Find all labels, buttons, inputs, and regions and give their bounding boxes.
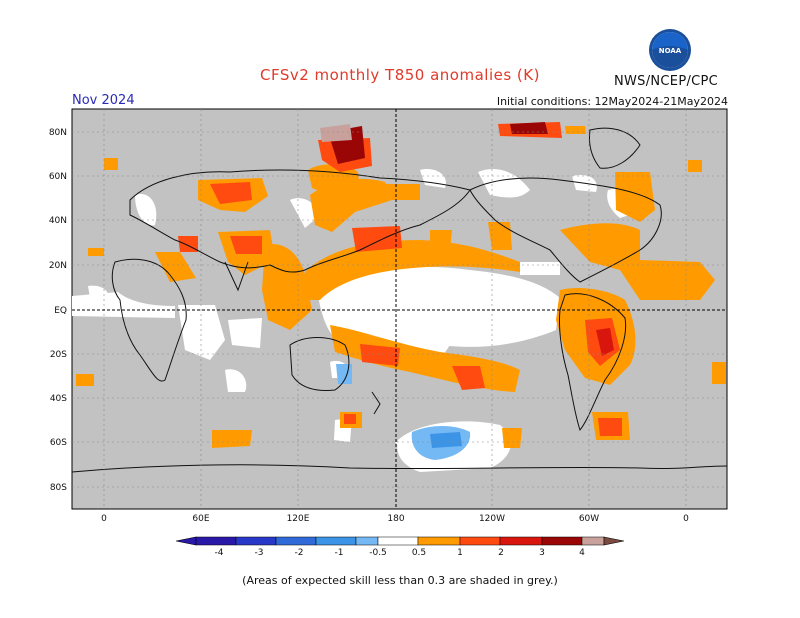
lon-label-180: 180 <box>387 514 404 524</box>
colorbar-tick: -1 <box>335 548 344 558</box>
lat-label-80n: 80N <box>49 128 67 138</box>
colorbar-cell <box>355 536 379 546</box>
lat-label-60n: 60N <box>49 172 67 182</box>
colorbar-tick: -3 <box>255 548 264 558</box>
colorbar-cell <box>499 536 543 546</box>
colorbar-tick: -0.5 <box>369 548 387 558</box>
colorbar-tick: 0.5 <box>412 548 426 558</box>
colorbar-arrow-right <box>603 536 625 546</box>
lon-label-60e: 60E <box>192 514 209 524</box>
initial-conditions: Initial conditions: 12May2024-21May2024 <box>496 95 728 108</box>
colorbar-cell <box>275 536 317 546</box>
colorbar-cell <box>581 536 605 546</box>
colorbar-tick: 3 <box>539 548 545 558</box>
colorbar-tick: 1 <box>457 548 463 558</box>
colorbar-cell <box>377 536 419 546</box>
colorbar-cell <box>541 536 583 546</box>
colorbar-tick: -4 <box>215 548 224 558</box>
noaa-logo: NOAA <box>649 29 691 71</box>
skill-footnote: (Areas of expected skill less than 0.3 a… <box>242 574 558 587</box>
colorbar-cell <box>235 536 277 546</box>
chart-title: CFSv2 monthly T850 anomalies (K) <box>260 66 540 84</box>
lon-label-120w: 120W <box>479 514 505 524</box>
noaa-logo-text: NOAA <box>659 47 682 55</box>
lat-label-40n: 40N <box>49 216 67 226</box>
colorbar-tick: -2 <box>295 548 304 558</box>
latitude-labels: 80N 60N 40N 20N EQ 20S 40S 60S 80S <box>49 128 67 493</box>
colorbar-cell <box>417 536 461 546</box>
lat-label-60s: 60S <box>50 438 67 448</box>
warm-anomaly-regions <box>76 122 726 448</box>
lat-label-20n: 20N <box>49 261 67 271</box>
colorbar-cell <box>195 536 237 546</box>
colorbar-tick: 2 <box>498 548 504 558</box>
colorbar-arrow-left <box>175 536 197 546</box>
lat-label-20s: 20S <box>50 350 67 360</box>
colorbar-cell <box>315 536 357 546</box>
lat-label-eq: EQ <box>54 306 67 316</box>
map-grid <box>72 109 727 509</box>
lat-label-40s: 40S <box>50 394 67 404</box>
lon-label-120e: 120E <box>287 514 310 524</box>
colorbar: -4 -3 -2 -1 -0.5 0.5 1 2 3 4 <box>175 536 625 558</box>
lon-label-0-right: 0 <box>683 514 689 524</box>
colorbar-tick: 4 <box>579 548 585 558</box>
lon-label-0: 0 <box>101 514 107 524</box>
colorbar-cell <box>459 536 501 546</box>
forecast-month: Nov 2024 <box>72 93 135 108</box>
coastlines <box>71 127 728 473</box>
agency-label: NWS/NCEP/CPC <box>614 74 719 89</box>
lat-label-80s: 80S <box>50 483 67 493</box>
lon-label-60w: 60W <box>579 514 599 524</box>
longitude-labels: 0 60E 120E 180 120W 60W 0 <box>101 514 689 524</box>
